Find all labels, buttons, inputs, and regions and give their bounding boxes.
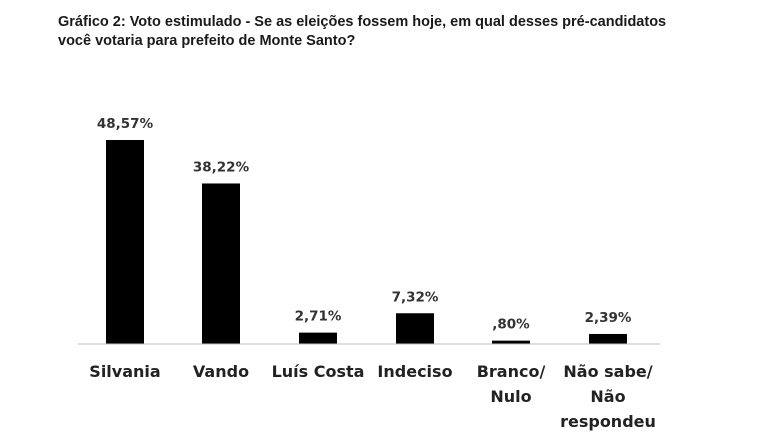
category-label-2: Luís Costa bbox=[272, 362, 365, 381]
category-label-0: Silvania bbox=[89, 362, 160, 381]
category-label-1: Vando bbox=[193, 362, 249, 381]
data-label-4: ,80% bbox=[492, 317, 530, 333]
category-label-line: Não bbox=[590, 387, 625, 406]
category-label-line: Silvania bbox=[89, 362, 160, 381]
bar-5 bbox=[589, 333, 627, 344]
bar-1 bbox=[202, 183, 240, 344]
bar-4 bbox=[492, 340, 530, 344]
data-label-5: 2,39% bbox=[585, 310, 632, 326]
category-label-line: respondeu bbox=[560, 412, 656, 431]
bar-0 bbox=[106, 140, 144, 344]
category-label-line: Não sabe/ bbox=[563, 362, 652, 381]
category-label-4: Branco/Nulo bbox=[477, 362, 546, 406]
category-label-line: Indeciso bbox=[377, 362, 452, 381]
data-label-2: 2,71% bbox=[295, 309, 342, 325]
labels-layer: 48,57% Silvania 38,22% Vando 2,71% Luís Costa… bbox=[89, 116, 656, 431]
chart-title: Gráfico 2: Voto estimulado - Se as eleiç… bbox=[58, 14, 667, 49]
category-label-3: Indeciso bbox=[377, 362, 452, 381]
bars-layer bbox=[106, 140, 627, 344]
data-label-3: 7,32% bbox=[392, 289, 439, 305]
data-label-1: 38,22% bbox=[193, 159, 250, 175]
category-label-line: Nulo bbox=[490, 387, 531, 406]
category-label-5: Não sabe/Não respondeu bbox=[560, 362, 656, 431]
category-label-line: Luís Costa bbox=[272, 362, 365, 381]
category-label-line: Branco/ bbox=[477, 362, 546, 381]
bar-3 bbox=[396, 313, 434, 344]
bar-2 bbox=[299, 332, 337, 344]
category-label-line: Vando bbox=[193, 362, 249, 381]
data-label-0: 48,57% bbox=[97, 116, 154, 132]
